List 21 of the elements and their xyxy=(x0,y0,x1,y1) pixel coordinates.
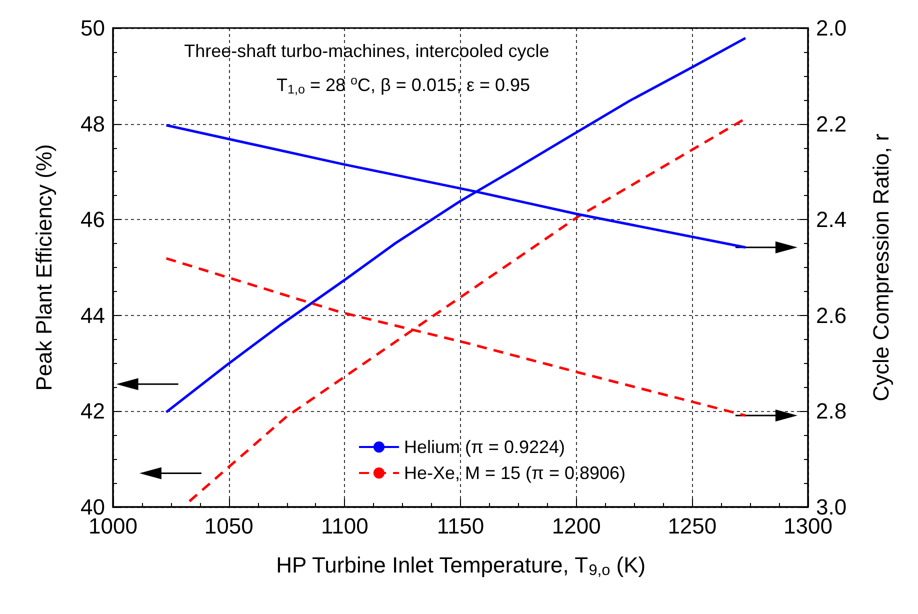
annotation: Three-shaft turbo-machines, intercooled cycle xyxy=(184,41,550,61)
x-tick-label: 1200 xyxy=(552,514,601,538)
y2-tick-label: 2.8 xyxy=(816,398,847,424)
y-tick-label: 50 xyxy=(80,16,105,40)
y2-tick-label: 2.0 xyxy=(816,16,847,40)
y2-tick-label: 2.2 xyxy=(816,111,847,136)
x-tick-label: 1100 xyxy=(321,514,368,538)
legend-label: Helium (π = 0.9224) xyxy=(404,437,565,457)
legend-label: He-Xe, M = 15 (π = 0.8906) xyxy=(404,463,626,483)
y2-tick-label: 2.4 xyxy=(816,207,847,232)
y-tick-label: 44 xyxy=(80,302,105,328)
line-series xyxy=(165,36,747,414)
y-axis-title: Peak Plant Efficiency (%) xyxy=(32,144,56,391)
x-tick-label: 1150 xyxy=(436,514,484,538)
x-tick-label: 1250 xyxy=(668,514,717,538)
y-tick-label: 48 xyxy=(80,111,105,136)
y-tick-label: 42 xyxy=(80,398,105,424)
y-tick-label: 46 xyxy=(80,207,105,232)
x-tick-label: 1050 xyxy=(204,514,254,538)
y2-axis-title: Cycle Compression Ratio, r xyxy=(868,134,894,402)
y2-tick-label: 2.6 xyxy=(816,302,847,328)
